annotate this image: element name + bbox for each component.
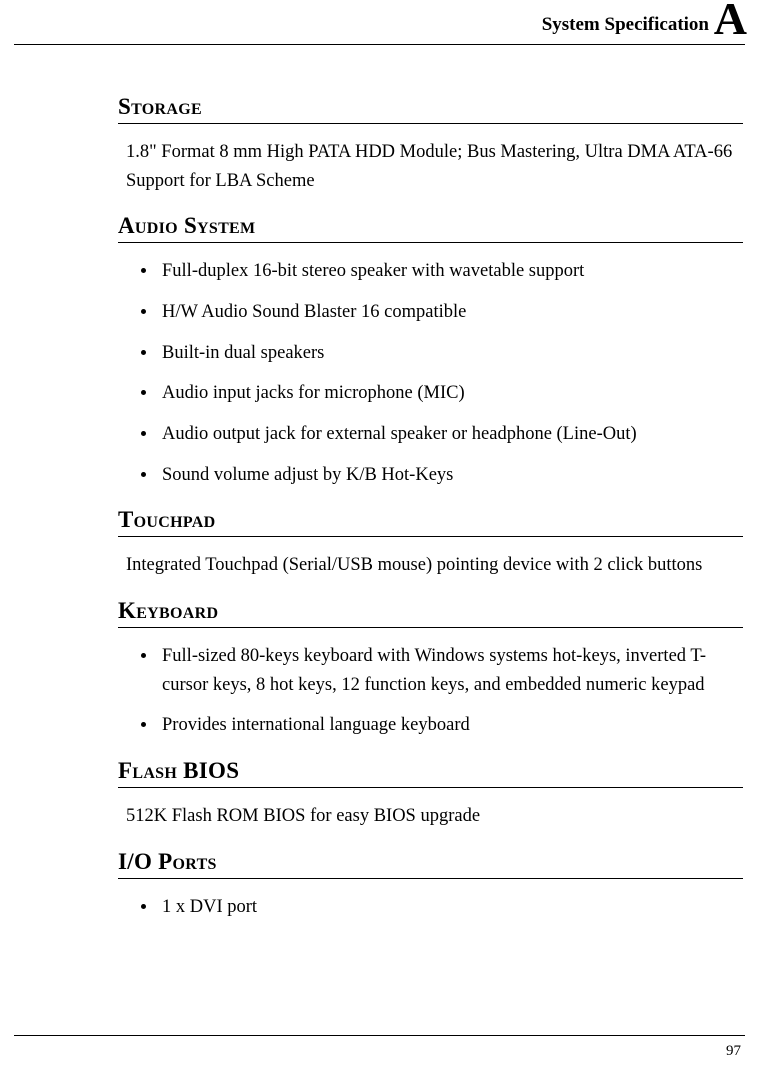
list-item: Audio output jack for external speaker o… <box>158 420 743 449</box>
list-item: Audio input jacks for microphone (MIC) <box>158 379 743 408</box>
section-heading-touchpad: Touchpad <box>118 507 743 537</box>
list-item: 1 x DVI port <box>158 893 743 922</box>
list-item: Sound volume adjust by K/B Hot-Keys <box>158 461 743 490</box>
touchpad-body: Integrated Touchpad (Serial/USB mouse) p… <box>126 551 743 580</box>
header-rule <box>14 44 745 45</box>
flashbios-body: 512K Flash ROM BIOS for easy BIOS upgrad… <box>126 802 743 831</box>
ioports-list: 1 x DVI port <box>118 893 743 922</box>
list-item: Full-duplex 16-bit stereo speaker with w… <box>158 257 743 286</box>
storage-body: 1.8" Format 8 mm High PATA HDD Module; B… <box>126 138 743 195</box>
footer-rule <box>14 1035 745 1036</box>
header-section-letter: A <box>714 0 747 42</box>
section-heading-flashbios: Flash BIOS <box>118 758 743 788</box>
list-item: Full-sized 80-keys keyboard with Windows… <box>158 642 743 699</box>
section-heading-keyboard: Keyboard <box>118 598 743 628</box>
content-area: Storage 1.8" Format 8 mm High PATA HDD M… <box>118 94 743 933</box>
section-heading-ioports: I/O Ports <box>118 849 743 879</box>
audio-list: Full-duplex 16-bit stereo speaker with w… <box>118 257 743 489</box>
keyboard-list: Full-sized 80-keys keyboard with Windows… <box>118 642 743 740</box>
header-title: System Specification <box>542 14 709 36</box>
section-heading-storage: Storage <box>118 94 743 124</box>
page-number: 97 <box>726 1043 741 1060</box>
list-item: H/W Audio Sound Blaster 16 compatible <box>158 298 743 327</box>
list-item: Built-in dual speakers <box>158 339 743 368</box>
page: System Specification A Storage 1.8" Form… <box>0 0 761 1080</box>
section-heading-audio: Audio System <box>118 213 743 243</box>
list-item: Provides international language keyboard <box>158 711 743 740</box>
